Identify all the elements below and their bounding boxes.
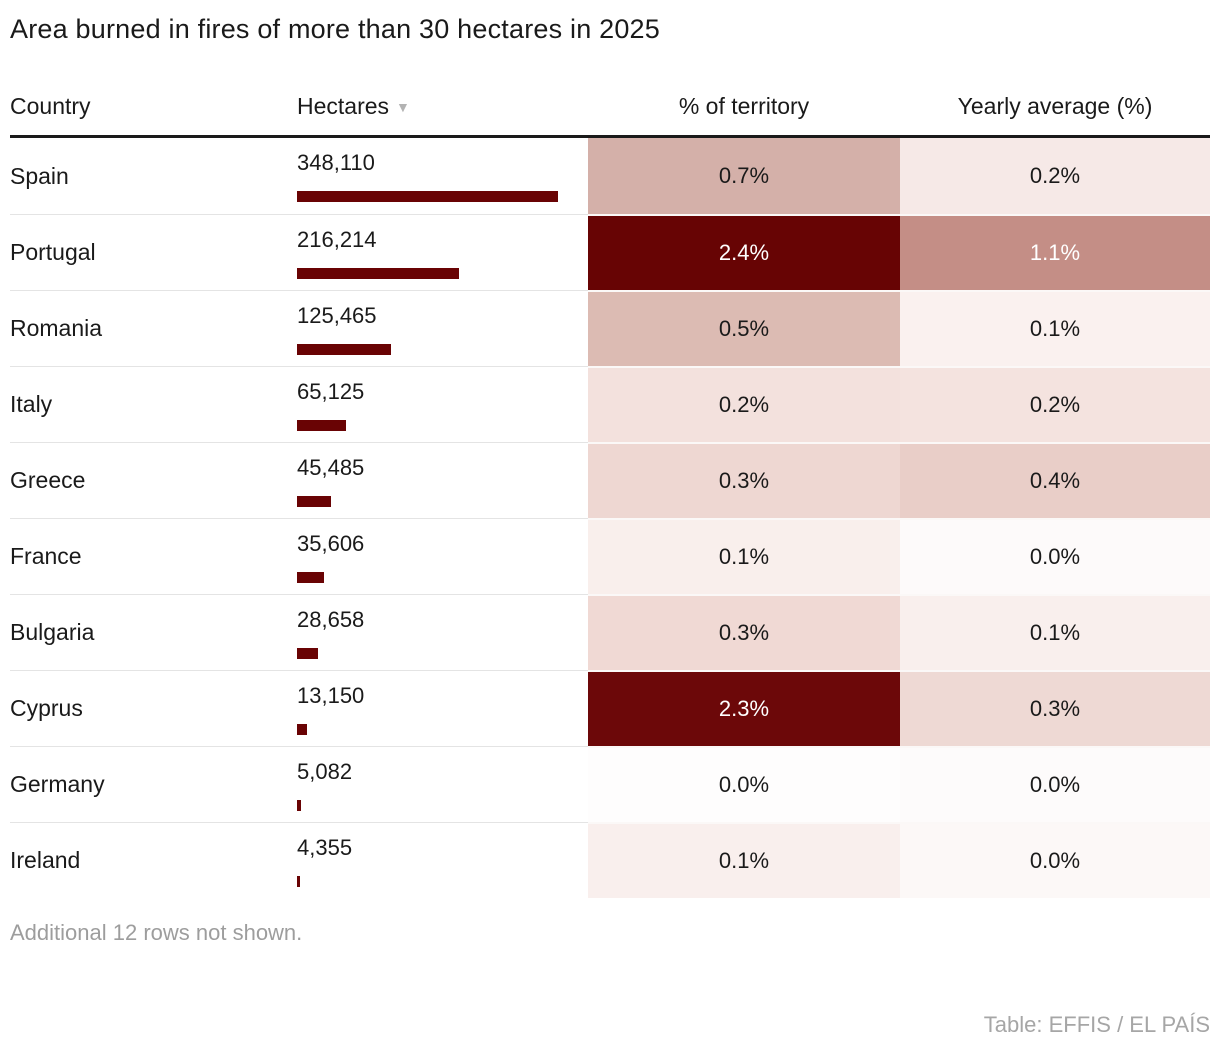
country-cell: Ireland: [10, 822, 297, 898]
hectares-cell: 28,658: [297, 594, 560, 670]
country-cell: Romania: [10, 290, 297, 366]
yearly-average-cell: 1.1%: [900, 214, 1210, 290]
table-row: Italy 65,125 0.2% 0.2%: [10, 366, 1210, 442]
column-gap: [560, 138, 588, 214]
table-row: Germany 5,082 0.0% 0.0%: [10, 746, 1210, 822]
hectares-bar: [297, 420, 346, 431]
hectares-bar: [297, 648, 318, 659]
country-cell: Cyprus: [10, 670, 297, 746]
hectares-cell: 13,150: [297, 670, 560, 746]
hectares-cell: 125,465: [297, 290, 560, 366]
country-cell: Greece: [10, 442, 297, 518]
column-gap: [560, 594, 588, 670]
table-row: Ireland 4,355 0.1% 0.0%: [10, 822, 1210, 898]
hectares-cell: 65,125: [297, 366, 560, 442]
column-gap: [560, 290, 588, 366]
territory-percent-cell: 0.0%: [588, 746, 900, 822]
territory-percent-cell: 0.3%: [588, 442, 900, 518]
page-title: Area burned in fires of more than 30 hec…: [10, 14, 660, 44]
hectares-cell: 348,110: [297, 138, 560, 214]
yearly-average-cell: 0.1%: [900, 290, 1210, 366]
territory-percent-cell: 0.1%: [588, 822, 900, 898]
hectares-bar: [297, 191, 558, 202]
hectares-cell: 35,606: [297, 518, 560, 594]
hectares-value: 65,125: [297, 379, 365, 404]
sort-descending-icon: ▼: [396, 99, 410, 115]
yearly-average-cell: 0.2%: [900, 366, 1210, 442]
hectares-cell: 5,082: [297, 746, 560, 822]
table-row: Bulgaria 28,658 0.3% 0.1%: [10, 594, 1210, 670]
table-row: Portugal 216,214 2.4% 1.1%: [10, 214, 1210, 290]
hectares-value: 216,214: [297, 227, 377, 252]
column-header-country[interactable]: Country: [10, 93, 91, 119]
column-header-hectares[interactable]: Hectares ▼: [297, 93, 560, 120]
table-row: Greece 45,485 0.3% 0.4%: [10, 442, 1210, 518]
table-body: Spain 348,110 0.7% 0.2% Portugal 216,214…: [10, 138, 1210, 898]
column-gap: [560, 822, 588, 898]
hectares-value: 35,606: [297, 531, 365, 556]
territory-percent-cell: 0.2%: [588, 366, 900, 442]
footnote: Additional 12 rows not shown.: [10, 920, 303, 945]
table-row: France 35,606 0.1% 0.0%: [10, 518, 1210, 594]
yearly-average-cell: 0.3%: [900, 670, 1210, 746]
territory-percent-cell: 2.4%: [588, 214, 900, 290]
country-cell: Germany: [10, 746, 297, 822]
source-credit: Table: EFFIS / EL PAÍS: [983, 1012, 1210, 1037]
hectares-bar: [297, 724, 307, 735]
yearly-average-cell: 0.2%: [900, 138, 1210, 214]
hectares-bar: [297, 572, 324, 583]
column-header-yearly-average[interactable]: Yearly average (%): [957, 93, 1153, 119]
column-header-territory[interactable]: % of territory: [678, 93, 810, 119]
hectares-value: 5,082: [297, 759, 353, 784]
column-gap: [560, 214, 588, 290]
table-row: Cyprus 13,150 2.3% 0.3%: [10, 670, 1210, 746]
hectares-value: 125,465: [297, 303, 377, 328]
column-header-hectares-label: Hectares: [297, 93, 390, 119]
hectares-cell: 4,355: [297, 822, 560, 898]
column-gap: [560, 518, 588, 594]
territory-percent-cell: 0.7%: [588, 138, 900, 214]
hectares-value: 45,485: [297, 455, 365, 480]
hectares-bar: [297, 876, 300, 887]
column-gap: [560, 746, 588, 822]
hectares-bar: [297, 268, 459, 279]
yearly-average-cell: 0.0%: [900, 822, 1210, 898]
column-gap: [560, 442, 588, 518]
country-cell: Bulgaria: [10, 594, 297, 670]
territory-percent-cell: 0.3%: [588, 594, 900, 670]
country-cell: Italy: [10, 366, 297, 442]
hectares-bar: [297, 344, 391, 355]
yearly-average-cell: 0.1%: [900, 594, 1210, 670]
yearly-average-cell: 0.0%: [900, 518, 1210, 594]
territory-percent-cell: 2.3%: [588, 670, 900, 746]
territory-percent-cell: 0.5%: [588, 290, 900, 366]
hectares-cell: 45,485: [297, 442, 560, 518]
hectares-value: 4,355: [297, 835, 353, 860]
yearly-average-cell: 0.4%: [900, 442, 1210, 518]
column-gap: [560, 366, 588, 442]
column-gap: [560, 670, 588, 746]
hectares-value: 348,110: [297, 150, 375, 175]
territory-percent-cell: 0.1%: [588, 518, 900, 594]
hectares-bar: [297, 800, 301, 811]
table-row: Spain 348,110 0.7% 0.2%: [10, 138, 1210, 214]
country-cell: France: [10, 518, 297, 594]
table-header: Country Hectares ▼ % of territory Yearly …: [10, 93, 1210, 138]
yearly-average-cell: 0.0%: [900, 746, 1210, 822]
country-cell: Portugal: [10, 214, 297, 290]
hectares-value: 13,150: [297, 683, 365, 708]
table-row: Romania 125,465 0.5% 0.1%: [10, 290, 1210, 366]
country-cell: Spain: [10, 162, 69, 189]
hectares-value: 28,658: [297, 607, 365, 632]
hectares-cell: 216,214: [297, 214, 560, 290]
hectares-bar: [297, 496, 331, 507]
